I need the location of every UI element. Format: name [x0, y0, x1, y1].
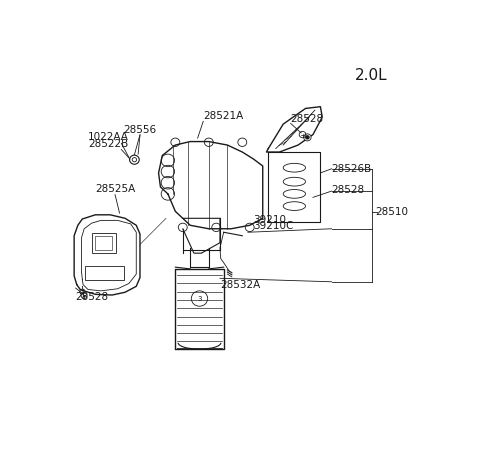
Text: 28528: 28528	[332, 185, 365, 195]
Bar	[85, 266, 124, 280]
Text: 28510: 28510	[375, 207, 408, 217]
Text: 28528: 28528	[75, 292, 108, 302]
Text: 28532A: 28532A	[220, 280, 260, 290]
Text: 28556: 28556	[123, 125, 156, 135]
Circle shape	[305, 135, 309, 139]
Text: 39210: 39210	[253, 215, 287, 225]
Text: 28525A: 28525A	[96, 184, 135, 194]
Text: 28526B: 28526B	[332, 164, 372, 174]
Circle shape	[304, 134, 311, 141]
Text: 28522B: 28522B	[88, 139, 128, 149]
Text: 1022AA: 1022AA	[88, 132, 129, 142]
Bar	[96, 236, 112, 250]
Text: 39210C: 39210C	[253, 221, 294, 231]
Bar	[92, 233, 116, 253]
Text: 2.0L: 2.0L	[355, 68, 387, 83]
Text: 28528: 28528	[290, 114, 324, 124]
Text: 28521A: 28521A	[203, 111, 243, 120]
Text: 3: 3	[197, 295, 202, 302]
